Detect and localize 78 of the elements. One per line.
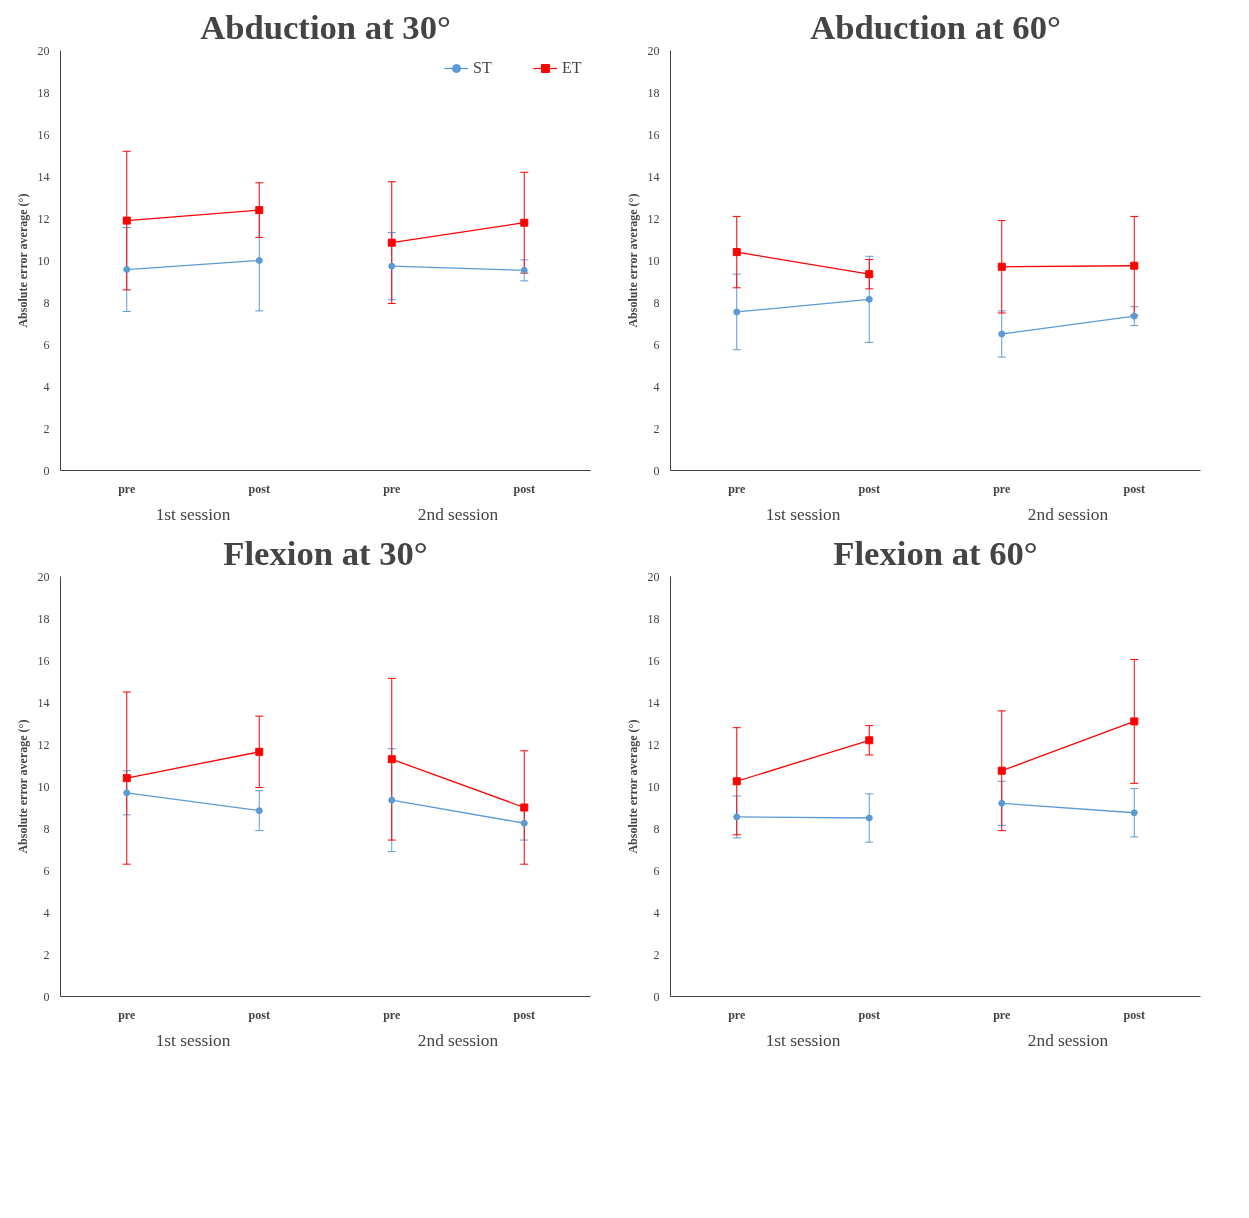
y-tick-label: 18 [647, 85, 660, 100]
y-tick-label: 10 [647, 779, 660, 794]
text: 2nd session [417, 1030, 499, 1050]
x-tick-label: pre [118, 481, 136, 496]
y-tick-label: 12 [37, 211, 50, 226]
y-tick-label: 12 [37, 737, 50, 752]
y-tick-label: 2 [43, 947, 50, 962]
y-tick-label: 20 [647, 43, 660, 58]
x-tick-label: post [1123, 1007, 1145, 1022]
y-tick-label: 0 [43, 989, 50, 1004]
y-tick-label: 8 [653, 295, 660, 310]
y-axis-title: Absolute error average (°) [15, 193, 30, 328]
x-tick-label: pre [118, 1007, 136, 1022]
y-tick-label: 6 [653, 337, 660, 352]
y-tick-label: 20 [37, 43, 50, 58]
x-tick-label: pre [728, 481, 746, 496]
text: 2nd session [1027, 1030, 1109, 1050]
y-tick-label: 4 [653, 379, 660, 394]
y-tick-label: 12 [647, 211, 660, 226]
text: 2nd session [417, 504, 499, 524]
y-tick-label: 2 [43, 421, 50, 436]
legend-label: ET [562, 59, 582, 77]
y-axis-title: Absolute error average (°) [625, 719, 640, 854]
chart-title: Flexion at 60° [833, 533, 1038, 572]
x-tick-label: post [248, 1007, 270, 1022]
legend-label: ST [473, 59, 493, 77]
y-tick-label: 6 [43, 337, 50, 352]
text: 1st session [765, 1030, 841, 1050]
y-tick-label: 8 [43, 295, 50, 310]
y-tick-label: 16 [647, 127, 660, 142]
x-tick-label: pre [993, 1007, 1011, 1022]
y-tick-label: 0 [653, 463, 660, 478]
y-tick-label: 16 [37, 653, 50, 668]
y-tick-label: 10 [647, 253, 660, 268]
x-tick-label: post [513, 1007, 535, 1022]
text: 1st session [155, 1030, 231, 1050]
y-axis-title: Absolute error average (°) [625, 193, 640, 328]
x-tick-label: pre [993, 481, 1011, 496]
y-tick-label: 12 [647, 737, 660, 752]
y-tick-label: 8 [653, 821, 660, 836]
y-tick-label: 4 [43, 379, 50, 394]
x-tick-label: post [858, 1007, 880, 1022]
y-tick-label: 2 [653, 947, 660, 962]
x-tick-label: post [1123, 481, 1145, 496]
y-tick-label: 6 [43, 863, 50, 878]
y-tick-label: 18 [37, 85, 50, 100]
y-tick-label: 16 [647, 653, 660, 668]
x-tick-label: pre [728, 1007, 746, 1022]
y-tick-label: 4 [43, 905, 50, 920]
x-tick-label: post [248, 481, 270, 496]
y-tick-label: 8 [43, 821, 50, 836]
y-tick-label: 20 [37, 569, 50, 584]
y-tick-label: 10 [37, 779, 50, 794]
y-tick-label: 0 [43, 463, 50, 478]
chart-title: Abduction at 60° [810, 7, 1061, 46]
x-tick-label: pre [383, 1007, 401, 1022]
y-tick-label: 10 [37, 253, 50, 268]
y-axis-title: Absolute error average (°) [15, 719, 30, 854]
y-tick-label: 2 [653, 421, 660, 436]
y-tick-label: 0 [653, 989, 660, 1004]
y-tick-label: 14 [37, 695, 50, 710]
y-tick-label: 6 [653, 863, 660, 878]
y-tick-label: 18 [37, 611, 50, 626]
text: 1st session [765, 504, 841, 524]
y-tick-label: 14 [647, 169, 660, 184]
y-tick-label: 4 [653, 905, 660, 920]
x-tick-label: post [513, 481, 535, 496]
x-tick-label: pre [383, 481, 401, 496]
y-tick-label: 14 [647, 695, 660, 710]
chart-title: Flexion at 30° [223, 533, 428, 572]
chart-title: Abduction at 30° [200, 7, 451, 46]
x-tick-label: post [858, 481, 880, 496]
y-tick-label: 18 [647, 611, 660, 626]
y-tick-label: 20 [647, 569, 660, 584]
y-tick-label: 14 [37, 169, 50, 184]
y-tick-label: 16 [37, 127, 50, 142]
text: 1st session [155, 504, 231, 524]
text: 2nd session [1027, 504, 1109, 524]
